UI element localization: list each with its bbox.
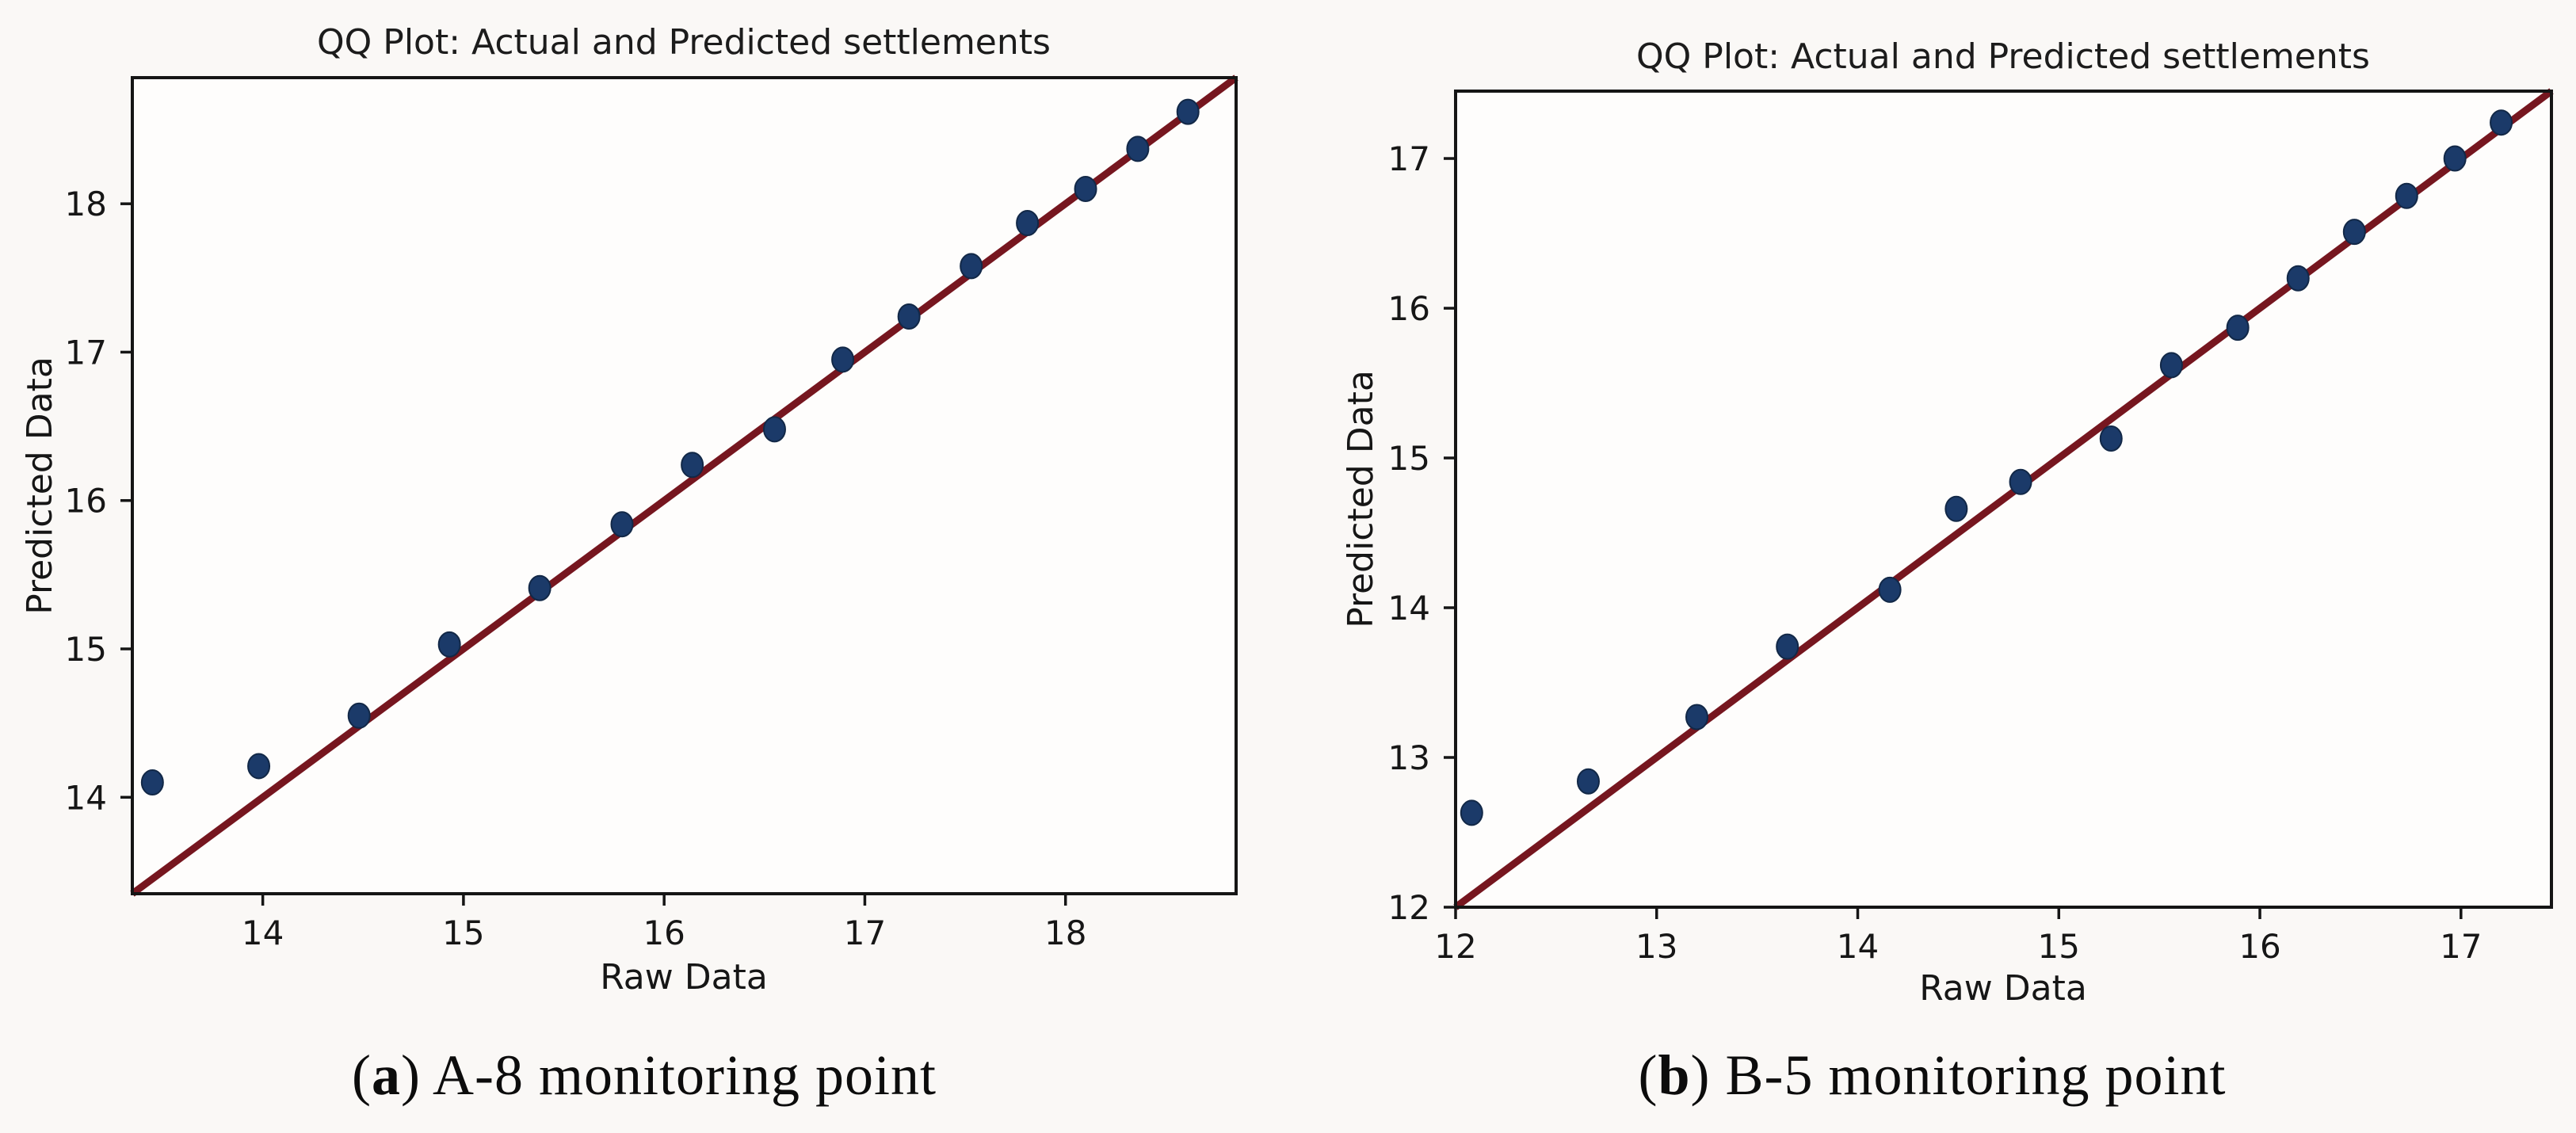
scatter-point [762,416,786,443]
caption-a: (a) A-8 monitoring point [0,1043,1288,1108]
scatter-point [2226,315,2250,341]
x-tick-label: 18 [1044,914,1086,952]
scatter-point [1776,633,1799,660]
scatter-point [831,346,855,373]
qq-plot-a: 14 15 16 17 18 14 15 16 17 18 QQ Plot: Actual and… [20,22,1238,998]
scatter-point [681,452,704,479]
x-tick-label: 15 [2038,927,2080,966]
x-tick-label: 14 [1837,927,1879,966]
y-tick-label: 16 [1388,289,1430,328]
chart-title: QQ Plot: Actual and Predicted settlement… [1636,36,2370,77]
y-tick-label: 14 [1388,589,1430,628]
y-axis-label: Predicted Data [20,357,60,615]
y-tick-label: 18 [65,185,107,223]
x-tick-label: 14 [242,914,284,952]
chart-title: QQ Plot: Actual and Predicted settlement… [317,22,1051,63]
scatter-point [1685,704,1709,731]
scatter-point [1176,98,1200,125]
y-tick-label: 17 [65,333,107,372]
caption-letter: b [1658,1043,1691,1107]
scatter-point [140,769,164,796]
axes-border [1454,90,2553,909]
x-axis-label: Raw Data [600,957,768,998]
scatter-point [2395,182,2418,209]
caption-text: ) B-5 monitoring point [1690,1043,2227,1107]
caption-paren-open: ( [1638,1043,1658,1107]
scatter-point [2159,352,2183,379]
y-tick-label: 17 [1388,139,1430,178]
caption-letter: a [372,1043,401,1107]
identity-line [130,74,1238,897]
axes-border [131,76,1238,895]
scatter-point [2342,219,2366,246]
x-tick-label: 12 [1434,927,1476,966]
scatter-point [247,753,271,780]
scatter-point [897,303,921,330]
scatter-point [2443,145,2467,172]
x-tick-label: 17 [844,914,886,952]
x-tick-label: 16 [643,914,685,952]
scatter-point [347,702,371,729]
scatter-point [960,253,983,280]
y-tick-label: 16 [65,482,107,521]
y-tick-label: 14 [65,778,107,817]
scatter-point [1016,210,1040,237]
qq-plot-b: 12 13 14 15 16 17 12 13 14 15 16 17 QQ Plot: Actual… [1341,36,2554,1009]
x-tick-label: 15 [442,914,484,952]
x-tick-label: 17 [2440,927,2482,966]
caption-paren-open: ( [352,1043,372,1107]
x-tick-label: 13 [1635,927,1677,966]
x-axis-label: Raw Data [1919,968,2087,1009]
scatter-point [2009,468,2032,495]
scatter-point [1576,768,1600,795]
qq-figure-a: 14 15 16 17 18 14 15 16 17 18 QQ Plot: Actual and… [0,22,1288,1108]
scatter-point [437,631,461,658]
scatter-point [1878,576,1902,603]
y-tick-label: 13 [1388,738,1430,777]
scatter-point [2099,425,2123,452]
scatter-point [1460,799,1483,826]
scatter-point [2490,109,2513,136]
y-tick-label: 15 [65,630,107,669]
y-tick-label: 15 [1388,439,1430,478]
scatter-point [1944,495,1968,522]
scatter-point [1126,135,1150,162]
scatter-point [1074,175,1097,202]
identity-line [1453,88,2554,910]
scatter-point [610,511,634,538]
y-axis-label: Predicted Data [1341,370,1381,628]
caption-b: (b) B-5 monitoring point [1288,1043,2576,1108]
scatter-point [2286,265,2310,292]
x-tick-label: 16 [2238,927,2280,966]
qq-figure-b: 12 13 14 15 16 17 12 13 14 15 16 17 QQ Plot: Actual… [1288,0,2576,1133]
scatter-point [528,574,551,601]
plot-group-b: 12 13 14 15 16 17 12 13 14 15 16 17 [1388,88,2554,966]
caption-text: ) A-8 monitoring point [401,1043,937,1107]
y-tick-label: 12 [1388,888,1430,927]
plot-group-a: 14 15 16 17 18 14 15 16 17 18 [65,74,1238,952]
